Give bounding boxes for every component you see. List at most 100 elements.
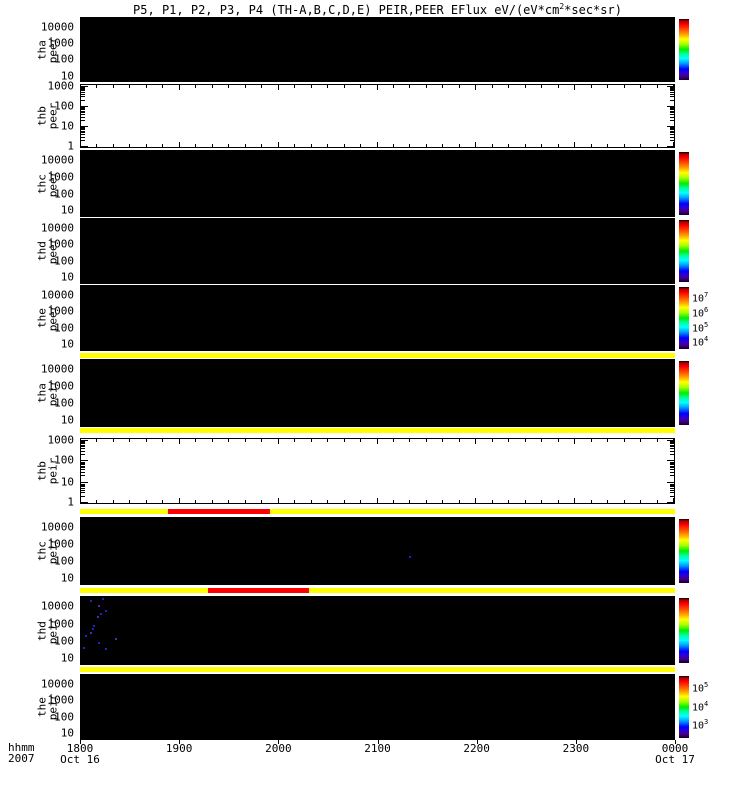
colorbar-tick-label: 105 [692, 321, 708, 334]
y-minor-tick [81, 117, 85, 118]
y-tick-label: 100 [54, 187, 74, 201]
x-minor-tick [508, 85, 509, 88]
colorbar-tick-label: 103 [692, 718, 708, 731]
x-minor-tick [195, 439, 196, 442]
y-minor-tick [670, 466, 674, 467]
x-axis-date-label: Oct 17 [655, 753, 695, 766]
x-minor-tick [162, 144, 163, 147]
x-minor-tick [212, 85, 213, 88]
y-tick-label: 100 [54, 710, 74, 724]
colorbar-label-exponent: 5 [704, 681, 709, 690]
x-minor-tick [541, 144, 542, 147]
x-minor-tick [607, 144, 608, 147]
x-major-tick [278, 142, 279, 147]
x-axis-tick-label: 2300 [562, 742, 590, 755]
colorbar-label-exponent: 7 [704, 290, 709, 299]
x-minor-tick [624, 500, 625, 503]
y-minor-tick [670, 496, 674, 497]
y-minor-tick [81, 467, 85, 468]
x-major-tick [278, 85, 279, 90]
x-minor-tick [541, 439, 542, 442]
x-minor-tick [525, 500, 526, 503]
y-minor-tick [81, 441, 85, 442]
x-minor-tick [409, 500, 410, 503]
plot-title-post: *sec*sr) [564, 3, 622, 17]
y-tick-label: 10000 [40, 599, 74, 613]
x-minor-tick [228, 439, 229, 442]
data-speckle [104, 647, 107, 650]
x-major-tick [377, 142, 378, 147]
y-tick-label: 100 [54, 634, 74, 648]
y-tick-label: 100 [54, 52, 74, 66]
y-tick-label: 1000 [47, 537, 75, 551]
red-flag-segment [207, 588, 310, 593]
x-axis-tick [278, 740, 279, 744]
y-minor-tick [81, 87, 85, 88]
y-minor-tick [81, 475, 85, 476]
x-major-tick [475, 498, 476, 503]
x-minor-tick [327, 500, 328, 503]
y-major-tick [81, 502, 88, 503]
x-minor-tick [558, 144, 559, 147]
x-minor-tick [591, 144, 592, 147]
x-minor-tick [261, 439, 262, 442]
x-minor-tick [294, 500, 295, 503]
x-minor-tick [393, 439, 394, 442]
colorbar-label-exponent: 5 [704, 320, 709, 329]
y-tick-label: 10 [60, 571, 74, 585]
x-axis-tick-label: 1900 [165, 742, 193, 755]
x-minor-tick [245, 439, 246, 442]
x-minor-tick [624, 85, 625, 88]
x-minor-tick [245, 144, 246, 147]
y-minor-tick [81, 482, 85, 483]
x-minor-tick [591, 439, 592, 442]
colorbar-the-peer [679, 287, 689, 349]
x-axis-tick [675, 740, 676, 744]
x-minor-tick [426, 439, 427, 442]
x-axis-tick [179, 740, 180, 744]
x-minor-tick [129, 85, 130, 88]
panel-label-thb-peir: thb peir [30, 438, 64, 504]
x-minor-tick [212, 439, 213, 442]
y-minor-tick [81, 107, 85, 108]
x-minor-tick [146, 85, 147, 88]
y-minor-tick [670, 454, 674, 455]
x-minor-tick [525, 439, 526, 442]
y-tick-label: 10 [60, 413, 74, 427]
y-minor-tick [670, 109, 674, 110]
y-major-tick [667, 146, 674, 147]
x-minor-tick [624, 144, 625, 147]
colorbar-tha-peir [679, 361, 689, 425]
x-minor-tick [261, 144, 262, 147]
x-axis-date-label: Oct 16 [60, 753, 100, 766]
y-tick-label: 100 [54, 99, 74, 113]
x-minor-tick [195, 500, 196, 503]
colorbar-tick-label: 104 [692, 335, 708, 348]
y-minor-tick [670, 442, 674, 443]
x-minor-tick [607, 85, 608, 88]
x-axis-tick [80, 740, 81, 744]
x-major-tick [377, 498, 378, 503]
y-minor-tick [670, 137, 674, 138]
colorbar-thd-peir [679, 598, 689, 663]
panel-thb-peer [80, 84, 675, 148]
x-major-tick [278, 439, 279, 444]
x-major-tick [475, 85, 476, 90]
x-minor-tick [129, 144, 130, 147]
y-minor-tick [670, 120, 674, 121]
colorbar-label-base: 10 [692, 702, 705, 714]
y-minor-tick [670, 490, 674, 491]
x-major-tick [80, 142, 81, 147]
y-minor-tick [670, 90, 674, 91]
x-major-tick [475, 439, 476, 444]
y-minor-tick [81, 92, 85, 93]
y-minor-tick [81, 443, 85, 444]
y-minor-tick [81, 129, 85, 130]
y-tick-label: 1000 [47, 79, 75, 93]
y-minor-tick [81, 472, 85, 473]
colorbar-label-base: 10 [692, 308, 705, 320]
y-minor-tick [670, 475, 674, 476]
colorbar-label-exponent: 4 [704, 700, 709, 709]
x-minor-tick [426, 144, 427, 147]
y-tick-label: 10000 [40, 677, 74, 691]
